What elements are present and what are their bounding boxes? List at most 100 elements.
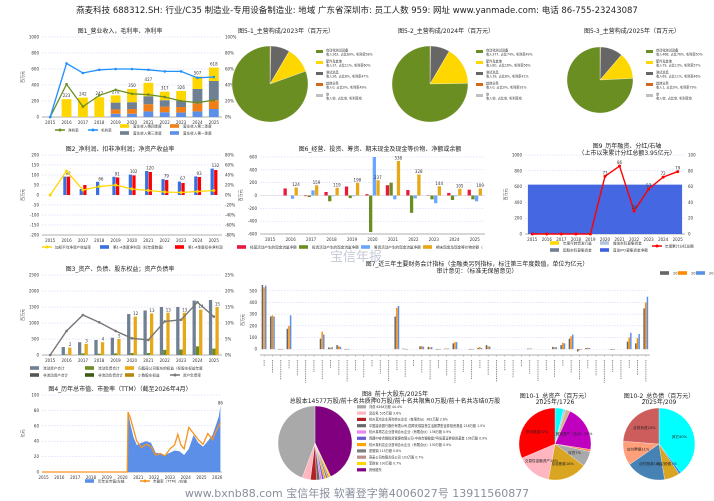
bar-流动负债合计 <box>98 354 101 355</box>
point-roe <box>49 194 52 197</box>
bar-2025 <box>398 306 399 349</box>
data-label: 328 <box>415 169 423 174</box>
y2-tick-label: 10% <box>225 321 234 326</box>
y-tick-label: 0 <box>254 347 257 352</box>
bar-营业收入第四季度 <box>111 95 121 102</box>
bar-2025 <box>340 347 341 349</box>
bar-2024 <box>554 347 555 349</box>
y-tick-label: 40 <box>34 439 40 444</box>
point-毛利率 <box>196 77 199 80</box>
x-tick-label: 2015 <box>45 238 56 243</box>
bar-2025 <box>638 334 639 349</box>
legend-swatch <box>170 131 179 135</box>
bar-第1-4季度净利润（标年度数值） <box>63 177 66 195</box>
y-tick-label: -600 <box>248 232 258 237</box>
legend-label: 营业收入第二季度 <box>183 123 212 128</box>
point-dividends <box>531 233 534 236</box>
y-tick-label: 80 <box>34 408 40 413</box>
y2-tick-label: 0% <box>225 353 232 358</box>
bar-营业收入第二季度 <box>143 104 153 111</box>
point-debt-ratio <box>163 320 166 323</box>
bar-2024 <box>579 349 580 350</box>
bar-流动负债合计 <box>163 350 166 355</box>
data-label: 223 <box>63 93 71 98</box>
legend-label: 少数股东权益 <box>138 372 160 377</box>
y-tick-label: 1500 <box>29 305 40 310</box>
bar-2025 <box>564 343 565 349</box>
bar-2025 <box>265 286 266 350</box>
x-tick-label: 2025 <box>470 237 481 242</box>
bar-营业收入第四季度 <box>209 68 219 81</box>
legend-label: 期末现金及现金等价物余额（ <box>436 244 483 249</box>
y-axis-label: 百万元 <box>20 189 25 201</box>
data-label: 15 <box>215 302 221 307</box>
data-label: 350 <box>128 83 136 88</box>
bar-流动负债合计 <box>65 354 68 355</box>
slice-label: 存货7% <box>568 450 581 455</box>
legend-label: 归属母公司股东的权益（标股东权益年度 <box>138 365 203 370</box>
legend-label: 燕麦公司有限责任公司 103万股 0.7% <box>369 454 423 459</box>
bar-营业收入第三季度 <box>193 89 203 103</box>
bar-投资活动产生的现金流量净额 <box>369 196 372 233</box>
x-tick-label: 2025 <box>209 238 220 243</box>
bar-流动负债合计 <box>114 353 117 355</box>
bar-2024 <box>454 342 455 349</box>
x-tick-label: 2016 <box>61 358 72 363</box>
chart-title: 图6_经营、投资、筹资、期末现金及现金等价物、净额或余额 <box>275 144 485 153</box>
legend-swatch <box>646 72 653 75</box>
y2-tick-label: -80% <box>225 233 236 238</box>
legend-marker <box>174 374 177 377</box>
legend-label: 杭州真鸿企业咨询合伙企业（有限合伙）382万股 2.6% <box>369 417 448 422</box>
bar-2023 <box>527 349 528 350</box>
y-axis-label: 百万元 <box>238 190 243 202</box>
y-tick-label: 100 <box>31 173 39 178</box>
bar-投资活动产生的现金流量净额 <box>430 196 433 200</box>
data-label: 119 <box>333 182 341 187</box>
legend-swatch <box>100 245 109 249</box>
bar-归属母公司股东的权益（标股东权益年度数值，单位亿元） <box>68 348 71 355</box>
legend-detail: 收入39, 占比8%, 毛利率41% <box>486 74 529 79</box>
bar-2023 <box>643 308 644 349</box>
bar-2023 <box>419 346 420 349</box>
y2-tick-label: -20% <box>225 203 236 208</box>
bar-营业收入第三季度 <box>127 102 137 109</box>
data-label: 3 <box>85 338 88 343</box>
bar-营业收入第三季度 <box>209 81 219 100</box>
x-tick-label: 2018 <box>94 358 105 363</box>
bar-营业收入第二季度 <box>160 107 170 113</box>
x-tick-label: 2018 <box>94 120 105 125</box>
chart-subtitle: 总股本14577万股/前十名共质押0万股/前十名共限售0万股/前十名共冻结0万股 <box>280 396 510 405</box>
y-tick-label: 200 <box>514 216 522 221</box>
legend-swatch <box>600 248 609 252</box>
y-tick-label: 400 <box>31 83 39 88</box>
bar-2023 <box>469 349 470 350</box>
legend-swatch <box>357 456 366 459</box>
legend-marker <box>46 246 49 249</box>
chart-title: 图1_营业收入，毛利率、净利率 <box>0 26 240 35</box>
y-tick-label: -200 <box>30 233 40 238</box>
chart-title: 图3_资产、负债、股东权益；资产负债率 <box>0 264 240 273</box>
bar-筹资活动产生的现金流量净额 <box>393 196 396 200</box>
bar-2024 <box>338 346 339 349</box>
point-净利率 <box>196 101 199 104</box>
point-毛利率 <box>163 70 166 73</box>
y-axis-label: 百万元 <box>503 189 508 201</box>
x-tick-label: 2016 <box>286 237 297 242</box>
legend-label: 营业收入第一季度 <box>183 130 212 135</box>
legend-swatch <box>357 430 366 433</box>
legend-detail: 收入37, 占比11%, 毛利率60% <box>326 63 371 68</box>
legend-label: 加权平均净资产收益率 <box>55 244 91 249</box>
legend-swatch <box>357 405 366 408</box>
legend-label: 西藏中睿合银投资管理有限公司-中睿合银稳健7号私募证券投资基金 136万股 0.… <box>369 436 487 441</box>
legend-swatch <box>85 366 94 370</box>
bar-2024 <box>421 346 422 349</box>
legend-marker <box>656 245 659 248</box>
data-label: 93 <box>197 171 203 176</box>
bar-营业收入第一季度 <box>160 112 170 117</box>
bar-营业收入第三季度 <box>143 96 153 104</box>
bar-2025 <box>580 349 581 350</box>
